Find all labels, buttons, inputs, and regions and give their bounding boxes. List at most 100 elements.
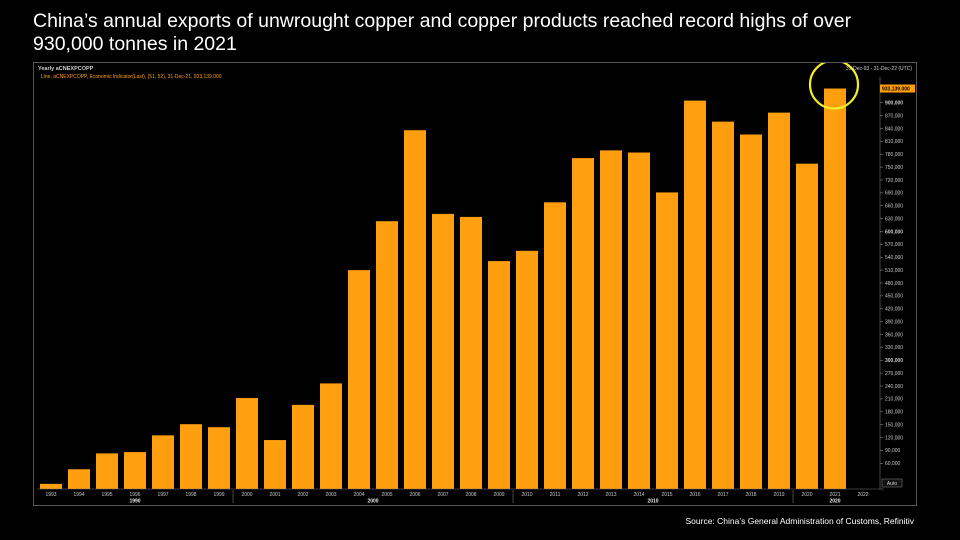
bar-2017 xyxy=(712,121,734,489)
last-value-tag xyxy=(880,84,915,93)
x-tick-label: 2021 xyxy=(829,492,840,498)
x-tick-label: 2000 xyxy=(241,492,252,498)
bar-2021 xyxy=(824,88,846,490)
bar-1996 xyxy=(124,452,146,489)
x-tick-label: 2015 xyxy=(661,492,672,498)
y-tick-label: 300,000 xyxy=(885,358,903,364)
y-tick-label: 510,000 xyxy=(885,268,903,274)
bar-1998 xyxy=(180,424,202,489)
bar-2002 xyxy=(292,404,314,489)
y-tick-label: 60,000 xyxy=(885,461,901,467)
date-range: 31-Dec-93 - 31-Dec-22 (UTC) xyxy=(846,66,912,72)
bar-2011 xyxy=(544,202,566,490)
source-note: Source: China’s General Administration o… xyxy=(685,516,915,526)
x-tick-label: 2018 xyxy=(745,492,756,498)
bar-2012 xyxy=(572,158,594,490)
y-tick-label: 810,000 xyxy=(885,139,903,145)
bar-2000 xyxy=(236,398,258,489)
x-tick-label: 2011 xyxy=(550,492,561,498)
x-tick-label: 2008 xyxy=(465,492,476,498)
y-tick-label: 390,000 xyxy=(885,319,903,325)
decade-label: 2020 xyxy=(829,499,840,505)
unit-box xyxy=(881,478,903,488)
bar-2005 xyxy=(376,221,398,489)
y-tick-label: 150,000 xyxy=(885,422,903,428)
legend-text: Line, aCNEXPCOPP, Economic Indicator(Las… xyxy=(41,74,222,80)
y-tick-label: 120,000 xyxy=(885,435,903,441)
y-tick-label: 570,000 xyxy=(885,242,903,248)
bar-2007 xyxy=(432,213,454,489)
bar-2009 xyxy=(488,261,510,489)
x-tick-label: 2009 xyxy=(493,492,504,498)
y-tick-label: 180,000 xyxy=(885,410,903,416)
bar-1993 xyxy=(40,483,62,489)
bar-2019 xyxy=(768,112,790,489)
bar-2020 xyxy=(796,163,818,490)
y-tick-label: 720,000 xyxy=(885,178,903,184)
x-tick-label: 2005 xyxy=(381,492,392,498)
bar-2001 xyxy=(264,440,286,489)
x-tick-label: 1998 xyxy=(185,492,196,498)
y-tick-label: 840,000 xyxy=(885,126,903,132)
x-tick-label: 1996 xyxy=(129,492,140,498)
bar-2010 xyxy=(516,250,538,489)
chart-panel: Yearly aCNEXPCOPP 31-Dec-93 - 31-Dec-22 … xyxy=(33,62,917,506)
bar-2016 xyxy=(684,100,706,489)
x-tick-label: 2012 xyxy=(577,492,588,498)
decade-label: 1990 xyxy=(129,499,140,505)
bar-2018 xyxy=(740,134,762,489)
x-tick-label: 2022 xyxy=(857,492,868,498)
bar-1995 xyxy=(96,453,118,489)
y-tick-label: 360,000 xyxy=(885,332,903,338)
y-tick-label: 660,000 xyxy=(885,204,903,210)
bar-2004 xyxy=(348,270,370,489)
y-tick-label: 750,000 xyxy=(885,165,903,171)
x-tick-label: 1994 xyxy=(73,492,84,498)
decade-label: 2000 xyxy=(367,499,378,505)
x-tick-label: 1999 xyxy=(213,492,224,498)
x-tick-label: 1997 xyxy=(157,492,168,498)
y-tick-label: 540,000 xyxy=(885,255,903,261)
x-tick-label: 1995 xyxy=(101,492,112,498)
bar-2008 xyxy=(460,216,482,490)
y-tick-label: 330,000 xyxy=(885,345,903,351)
x-tick-label: 1993 xyxy=(45,492,56,498)
x-tick-label: 2019 xyxy=(773,492,784,498)
y-tick-label: 270,000 xyxy=(885,371,903,377)
y-tick-label: 690,000 xyxy=(885,191,903,197)
y-tick-label: 630,000 xyxy=(885,216,903,222)
bar-2014 xyxy=(628,152,650,489)
bar-1997 xyxy=(152,435,174,489)
y-tick-label: 780,000 xyxy=(885,152,903,158)
x-tick-label: 2016 xyxy=(689,492,700,498)
bar-2015 xyxy=(656,192,678,489)
chart-headline: China’s annual exports of unwrought copp… xyxy=(33,10,852,55)
bar-2006 xyxy=(404,130,426,489)
last-value-label: 933,139.000 xyxy=(882,86,910,92)
bar-1999 xyxy=(208,427,230,489)
x-tick-label: 2004 xyxy=(353,492,364,498)
highlight-circle xyxy=(808,63,860,110)
bar-2013 xyxy=(600,150,622,489)
y-tick-label: 900,000 xyxy=(885,101,903,107)
y-tick-label: 480,000 xyxy=(885,281,903,287)
bar-chart: Yearly aCNEXPCOPP 31-Dec-93 - 31-Dec-22 … xyxy=(37,63,915,505)
x-tick-label: 2014 xyxy=(633,492,644,498)
panel-title: Yearly aCNEXPCOPP xyxy=(38,66,94,72)
x-tick-label: 2007 xyxy=(437,492,448,498)
unit-label: Auto xyxy=(887,481,898,487)
y-tick-label: 90,000 xyxy=(885,448,901,454)
decade-label: 2010 xyxy=(647,499,658,505)
y-tick-label: 870,000 xyxy=(885,113,903,119)
x-tick-label: 2017 xyxy=(717,492,728,498)
x-tick-label: 2001 xyxy=(269,492,280,498)
x-tick-label: 2013 xyxy=(605,492,616,498)
x-tick-label: 2003 xyxy=(325,492,336,498)
y-tick-label: 210,000 xyxy=(885,397,903,403)
x-tick-label: 2002 xyxy=(297,492,308,498)
y-tick-label: 600,000 xyxy=(885,229,903,235)
bar-2003 xyxy=(320,383,342,489)
y-tick-label: 450,000 xyxy=(885,294,903,300)
x-tick-label: 2020 xyxy=(801,492,812,498)
y-tick-label: 240,000 xyxy=(885,384,903,390)
